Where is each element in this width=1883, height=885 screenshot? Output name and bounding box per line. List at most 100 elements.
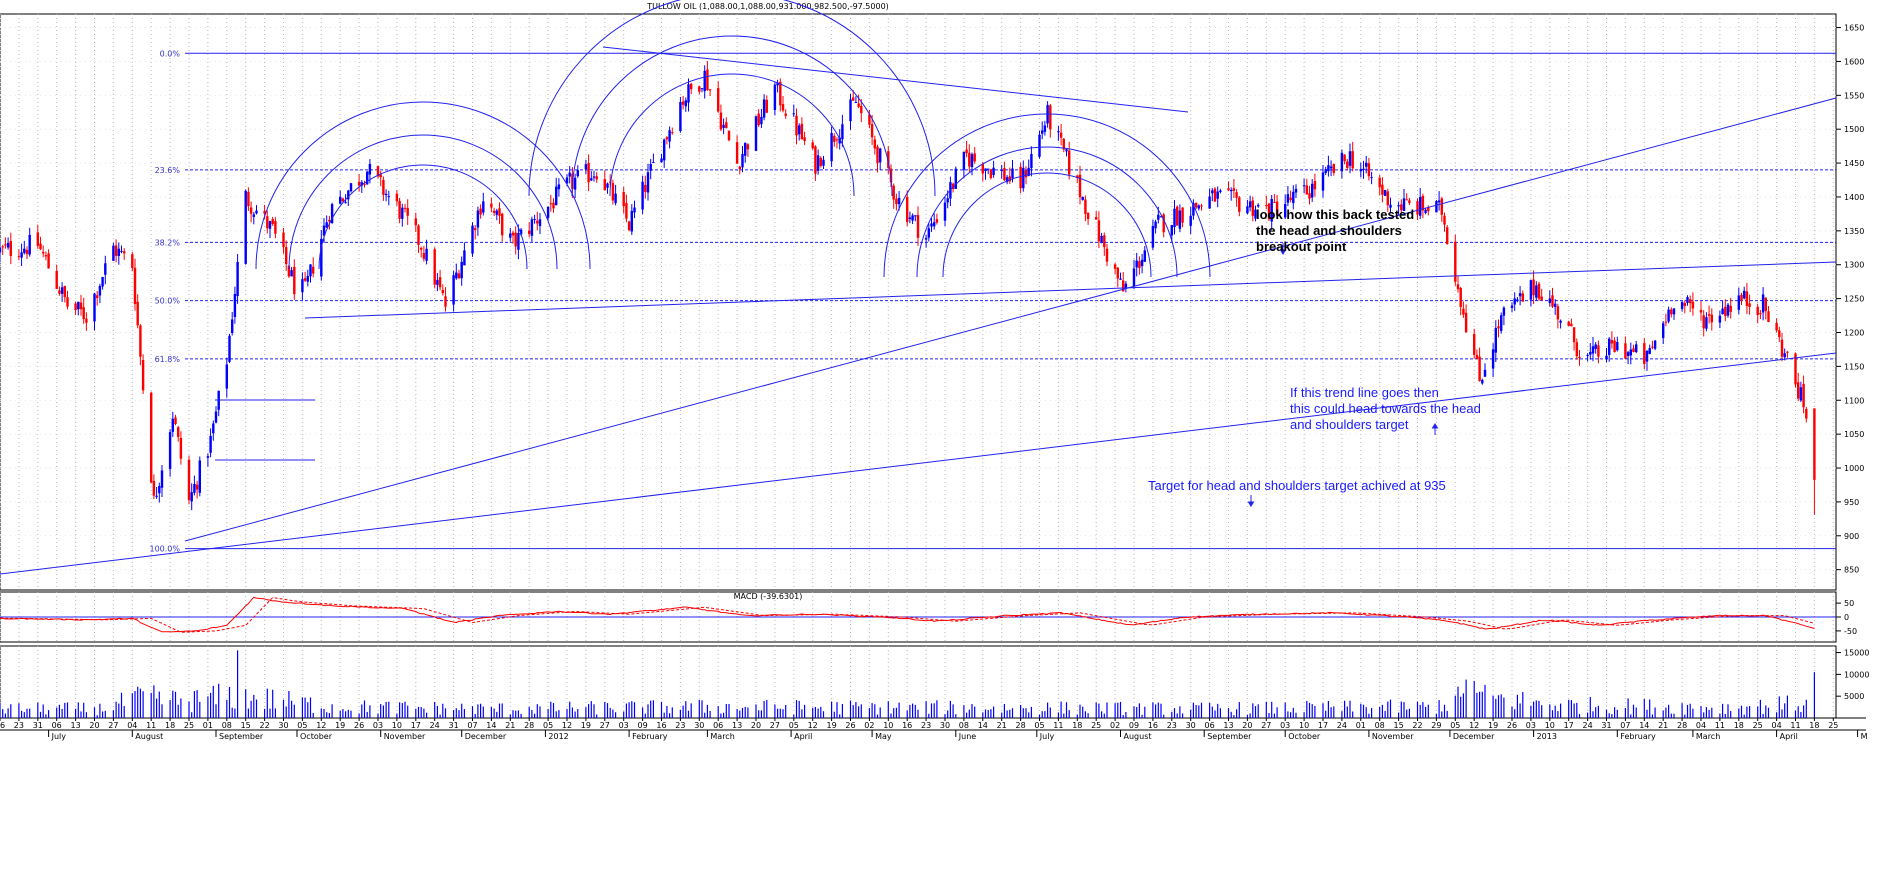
x-day-label: 26: [354, 721, 364, 730]
candle-body: [384, 193, 388, 196]
candle-body: [1688, 299, 1692, 304]
x-day-label: 06: [713, 721, 723, 730]
candle-body: [311, 266, 315, 274]
candle-body: [85, 318, 88, 323]
candle-body: [584, 164, 588, 170]
candle-body: [193, 484, 196, 493]
candle-body: [471, 225, 474, 254]
x-day-label: 06: [1205, 721, 1215, 730]
candle-body: [590, 178, 593, 181]
candle-body: [1535, 285, 1538, 298]
candle-body: [28, 234, 31, 255]
candle-body: [1140, 259, 1144, 267]
candle-body: [338, 196, 342, 204]
candle-body: [1775, 322, 1778, 331]
macd-y-label: -50: [1844, 627, 1857, 636]
candle-body: [479, 208, 482, 215]
candle-body: [98, 286, 102, 296]
x-day-label: 24: [430, 721, 440, 730]
candle-body: [1124, 283, 1128, 289]
candle-body: [1289, 197, 1292, 201]
candle-body: [441, 289, 445, 294]
x-day-label: 14: [1639, 721, 1649, 730]
candle-body: [895, 198, 898, 205]
candle-body: [168, 432, 172, 469]
x-day-label: 08: [222, 721, 232, 730]
candle-body: [762, 99, 766, 118]
trendline-steep-support: [184, 97, 1837, 542]
candle-body: [1748, 303, 1751, 307]
candle-body: [284, 247, 288, 265]
candle-body: [233, 293, 237, 318]
candle-body: [1305, 185, 1309, 195]
candle-body: [833, 135, 836, 142]
candle-body: [795, 115, 798, 136]
candle-body: [158, 486, 161, 494]
candle-body: [530, 219, 534, 236]
candle-body: [527, 230, 531, 234]
x-day-label: 12: [1469, 721, 1479, 730]
candle-body: [309, 264, 312, 277]
candle-body: [1478, 356, 1481, 381]
candle-body: [1248, 201, 1252, 208]
volume-y-label: 5000: [1844, 692, 1864, 701]
candle-body: [838, 137, 841, 144]
y-tick-label: 1600: [1844, 57, 1864, 66]
candle-body: [679, 102, 682, 132]
candle-body: [1383, 189, 1387, 196]
x-day-label: 15: [241, 721, 251, 730]
x-day-label: 19: [335, 721, 345, 730]
candle-body: [603, 179, 607, 191]
candle-body: [382, 179, 385, 195]
candle-body: [765, 99, 769, 113]
x-day-label: 17: [411, 721, 421, 730]
x-day-label: 05: [789, 721, 799, 730]
candle-body: [970, 154, 974, 168]
candle-body: [438, 277, 442, 288]
candle-body: [1540, 296, 1543, 300]
x-day-label: 18: [1072, 721, 1082, 730]
candle-body: [857, 103, 860, 107]
candle-body: [1197, 205, 1201, 209]
candle-body: [1634, 344, 1638, 353]
x-day-label: 07: [1620, 721, 1630, 730]
y-tick-label: 1450: [1844, 159, 1864, 168]
candle-body: [1189, 215, 1192, 226]
x-day-label: 04: [1696, 721, 1706, 730]
x-day-label: 03: [619, 721, 629, 730]
candle-body: [1238, 197, 1241, 212]
y-tick-label: 1150: [1844, 362, 1864, 371]
candle-body: [425, 248, 428, 261]
candle-body: [114, 245, 118, 256]
candle-body: [1613, 340, 1616, 353]
candle-body: [1499, 315, 1503, 331]
x-day-label: 23: [14, 721, 24, 730]
candle-body: [568, 172, 571, 177]
x-day-label: 04: [1772, 721, 1782, 730]
candle-body: [552, 202, 555, 209]
candle-body: [606, 183, 609, 188]
x-day-label: 14: [486, 721, 496, 730]
candle-body: [1, 246, 4, 248]
candle-body: [387, 196, 391, 198]
candle-body: [1003, 168, 1006, 181]
x-day-label: 27: [770, 721, 780, 730]
candle-body: [1132, 268, 1136, 287]
x-day-label: 04: [127, 721, 137, 730]
fib-label: 38.2%: [155, 238, 181, 247]
candle-body: [1483, 369, 1487, 377]
candle-body: [101, 276, 104, 287]
x-day-label: 30: [694, 721, 704, 730]
candle-body: [1456, 284, 1460, 290]
candle-body: [1038, 134, 1041, 157]
candle-body: [1597, 345, 1600, 357]
candle-body: [1270, 198, 1273, 222]
candle-body: [781, 104, 785, 111]
x-day-label: 16: [902, 721, 912, 730]
candle-body: [1418, 196, 1422, 216]
candle-body: [630, 210, 634, 232]
candle-body: [1591, 346, 1595, 354]
x-day-label: 25: [184, 721, 194, 730]
candle-body: [954, 168, 958, 189]
candle-body: [536, 220, 539, 224]
